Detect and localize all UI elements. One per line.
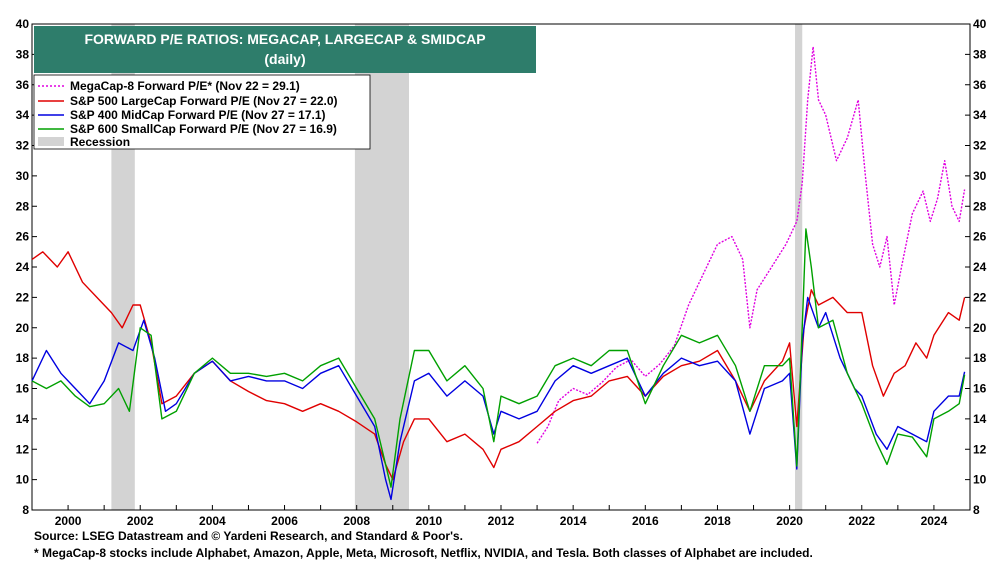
y-tick-label-left: 38 (16, 47, 30, 61)
title-box: FORWARD P/E RATIOS: MEGACAP, LARGECAP & … (34, 26, 536, 73)
legend-label-megacap: MegaCap-8 Forward P/E* (Nov 22 = 29.1) (70, 79, 300, 93)
x-axis: 2000 2002 2004 2006 2008 2010 2012 2014 2016 2018… (31, 505, 971, 528)
x-tick-label: 2018 (704, 514, 731, 528)
recession-band-2 (795, 24, 803, 510)
title-background (34, 26, 536, 73)
y-tick-label-right: 22 (973, 290, 987, 304)
y-tick-label-right: 16 (973, 382, 987, 396)
y-tick-label-left: 8 (22, 503, 29, 517)
y-tick-label-right: 34 (973, 108, 987, 122)
y-tick-label-right: 32 (973, 139, 987, 153)
legend-box (33, 74, 371, 150)
x-tick-label: 2020 (776, 514, 803, 528)
legend-label-sp500: S&P 500 LargeCap Forward P/E (Nov 27 = 2… (70, 94, 338, 108)
y-tick-label-right: 18 (973, 351, 987, 365)
y-tick-label-right: 26 (973, 230, 987, 244)
series-line-3 (31, 228, 966, 488)
y-axis: 8 8 10 10 12 12 14 14 16 16 18 18 20 20 22 22 24 24 26 26 28… (16, 17, 987, 517)
y-tick-label-left: 16 (16, 382, 30, 396)
y-tick-label-left: 22 (16, 290, 30, 304)
y-tick-label-right: 20 (973, 321, 987, 335)
source-note: Source: LSEG Datastream and © Yardeni Re… (34, 529, 463, 543)
y-tick-label-right: 8 (973, 503, 980, 517)
x-tick-label: 2006 (271, 514, 298, 528)
x-tick-label: 2012 (488, 514, 515, 528)
x-tick-label: 2008 (343, 514, 370, 528)
legend-swatch-recession (38, 137, 64, 146)
x-tick-label: 2000 (55, 514, 82, 528)
y-tick-label-right: 38 (973, 47, 987, 61)
y-tick-label-right: 30 (973, 169, 987, 183)
y-tick-label-left: 30 (16, 169, 30, 183)
y-tick-label-right: 28 (973, 199, 987, 213)
y-tick-label-left: 20 (16, 321, 30, 335)
y-tick-label-left: 26 (16, 230, 30, 244)
x-tick-label: 2010 (415, 514, 442, 528)
y-tick-label-left: 14 (16, 412, 30, 426)
series-line-2 (31, 296, 966, 501)
series-line-1 (31, 251, 966, 481)
y-tick-label-left: 18 (16, 351, 30, 365)
series-lines (31, 46, 966, 501)
y-tick-label-right: 36 (973, 78, 987, 92)
series-line-0 (536, 46, 966, 444)
x-tick-label: 2004 (199, 514, 226, 528)
x-tick-label: 2016 (632, 514, 659, 528)
y-tick-label-right: 40 (973, 17, 987, 31)
y-tick-label-left: 34 (16, 108, 30, 122)
megacap-footnote: * MegaCap-8 stocks include Alphabet, Ama… (34, 546, 813, 560)
y-tick-label-right: 24 (973, 260, 987, 274)
y-tick-label-left: 10 (16, 473, 30, 487)
chart-subtitle: (daily) (264, 51, 305, 67)
y-tick-label-left: 12 (16, 442, 30, 456)
y-tick-label-left: 28 (16, 199, 30, 213)
legend-label-sp400: S&P 400 MidCap Forward P/E (Nov 27 = 17.… (70, 108, 326, 122)
y-tick-label-left: 40 (16, 17, 30, 31)
legend-label-sp600: S&P 600 SmallCap Forward P/E (Nov 27 = 1… (70, 122, 337, 136)
y-tick-label-right: 10 (973, 473, 987, 487)
legend-label-recession: Recession (70, 135, 130, 149)
x-tick-label: 2014 (560, 514, 587, 528)
x-tick-label: 2002 (127, 514, 154, 528)
y-tick-label-right: 14 (973, 412, 987, 426)
y-tick-label-right: 12 (973, 442, 987, 456)
y-tick-label-left: 24 (16, 260, 30, 274)
legend: MegaCap-8 Forward P/E* (Nov 22 = 29.1) S… (33, 74, 371, 150)
chart-title: FORWARD P/E RATIOS: MEGACAP, LARGECAP & … (84, 31, 485, 47)
y-tick-label-left: 36 (16, 78, 30, 92)
x-tick-label: 2022 (848, 514, 875, 528)
y-tick-label-left: 32 (16, 139, 30, 153)
x-tick-label: 2024 (921, 514, 948, 528)
